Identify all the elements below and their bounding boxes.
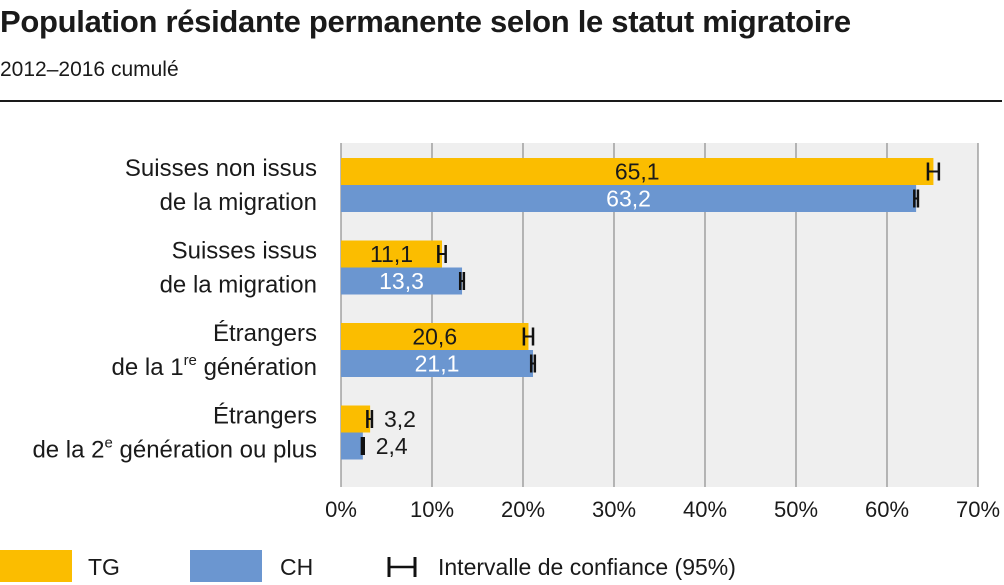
- category-label-line2: de la 1re génération: [112, 352, 318, 381]
- data-label-tg: 65,1: [615, 159, 660, 185]
- bar-tg: [341, 240, 443, 268]
- bar-ch: [341, 267, 463, 295]
- data-label-ch: 2,4: [376, 433, 408, 459]
- legend-swatch-ch: [190, 550, 262, 582]
- data-label-ch: 21,1: [415, 351, 460, 377]
- category-label-line2: de la migration: [160, 189, 317, 216]
- x-tick-label: 50%: [774, 497, 818, 522]
- legend-label-ch: CH: [280, 554, 314, 580]
- legend-swatch-tg: [0, 550, 72, 582]
- data-label-tg: 3,2: [384, 406, 416, 432]
- data-label-ch: 63,2: [606, 186, 651, 212]
- x-tick-label: 40%: [683, 497, 727, 522]
- x-tick-label: 60%: [865, 497, 909, 522]
- x-tick-label: 70%: [956, 497, 1000, 522]
- category-label-line1: Suisses non issus: [125, 155, 317, 182]
- data-label-tg: 11,1: [370, 241, 413, 267]
- bar-ch: [341, 432, 363, 460]
- x-tick-label: 10%: [410, 497, 454, 522]
- legend-label-ci: Intervalle de confiance (95%): [438, 554, 736, 580]
- data-label-ch: 13,3: [379, 268, 424, 294]
- x-tick-label: 0%: [325, 497, 357, 522]
- chart-legend: TG CH Intervalle de confiance (95%): [0, 550, 1004, 585]
- bar-tg: [341, 158, 934, 185]
- confidence-interval-icon: [387, 557, 417, 577]
- title-divider: [0, 100, 1002, 102]
- bar-ch: [341, 350, 534, 377]
- data-label-tg: 20,6: [412, 324, 457, 350]
- category-label-line1: Suisses issus: [172, 238, 317, 265]
- x-tick-label: 20%: [501, 497, 545, 522]
- chart-subtitle: 2012–2016 cumulé: [0, 58, 179, 81]
- category-label-line2: de la migration: [160, 272, 317, 299]
- x-tick-label: 30%: [592, 497, 636, 522]
- bar-chart: 0% 10% 20% 30% 40% 50% 60% 70% 65,163,2 Suisses n…: [32, 143, 1000, 522]
- chart-title: Population résidante permanente selon le…: [0, 4, 851, 39]
- category-label-line2: de la 2e génération ou plus: [32, 435, 317, 464]
- bar-tg: [341, 405, 371, 433]
- bar-ch: [341, 185, 917, 212]
- legend-label-tg: TG: [88, 554, 120, 580]
- bar-tg: [341, 323, 529, 350]
- category-label-line1: Étrangers: [213, 320, 317, 347]
- category-label-line1: Étrangers: [213, 403, 317, 430]
